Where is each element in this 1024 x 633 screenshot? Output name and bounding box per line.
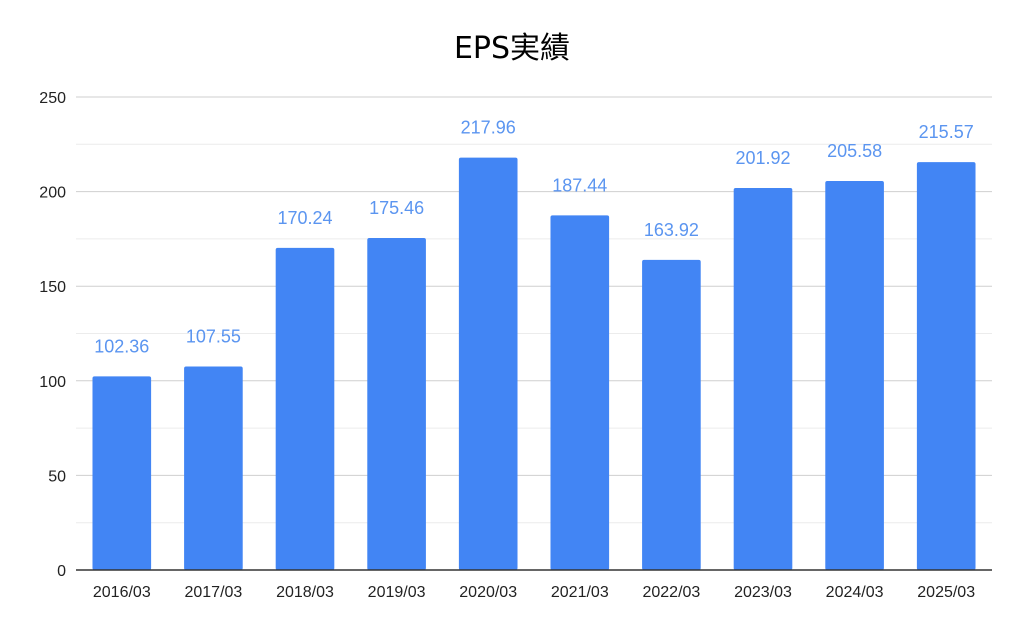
bars xyxy=(92,157,976,571)
y-tick-label: 150 xyxy=(39,279,66,296)
bar xyxy=(367,238,426,571)
bar xyxy=(275,247,335,570)
x-tick-label: 2022/03 xyxy=(642,584,700,601)
x-axis-ticks: 2016/03 2017/03 2018/03 2019/03 2020/03 2021/… xyxy=(93,584,975,601)
y-tick-label: 250 xyxy=(39,90,66,107)
data-label: 102.36 xyxy=(94,336,149,356)
x-tick-label: 2024/03 xyxy=(826,584,884,601)
data-label: 205.58 xyxy=(827,141,882,161)
x-tick-label: 2016/03 xyxy=(93,584,151,601)
x-tick-label: 2021/03 xyxy=(551,584,609,601)
data-label: 201.92 xyxy=(735,148,790,168)
data-labels: 102.36 107.55 170.24 175.46 217.96 187.44 163.… xyxy=(94,118,973,357)
bar xyxy=(642,259,701,570)
y-tick-label: 50 xyxy=(48,468,66,485)
data-label: 187.44 xyxy=(552,175,607,195)
x-tick-label: 2019/03 xyxy=(368,584,426,601)
y-tick-label: 200 xyxy=(39,185,66,202)
bar xyxy=(92,376,152,570)
y-axis-ticks: 0 50 100 150 200 250 xyxy=(39,90,66,580)
data-label: 215.57 xyxy=(919,122,974,142)
data-label: 163.92 xyxy=(644,220,699,240)
data-label: 107.55 xyxy=(186,327,241,347)
y-tick-label: 100 xyxy=(39,374,66,391)
bar xyxy=(825,181,884,570)
x-tick-label: 2017/03 xyxy=(184,584,242,601)
bar xyxy=(916,162,976,571)
bar xyxy=(733,187,793,571)
x-tick-label: 2020/03 xyxy=(459,584,517,601)
x-tick-label: 2023/03 xyxy=(734,584,792,601)
y-tick-label: 0 xyxy=(57,563,66,580)
data-label: 175.46 xyxy=(369,198,424,218)
x-tick-label: 2018/03 xyxy=(276,584,334,601)
bar xyxy=(184,366,243,570)
data-label: 217.96 xyxy=(461,118,516,138)
bar xyxy=(550,215,610,570)
x-tick-label: 2025/03 xyxy=(917,584,975,601)
bar xyxy=(458,157,518,570)
data-label: 170.24 xyxy=(277,208,332,228)
chart-title: EPS実績 xyxy=(454,31,570,66)
